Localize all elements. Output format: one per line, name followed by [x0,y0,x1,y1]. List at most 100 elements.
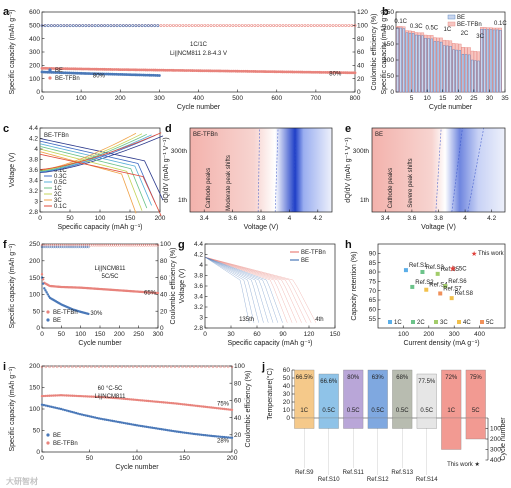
panel-i-be-point [99,417,103,421]
panel-a-ce-tfbn-point [262,24,266,27]
panel-a-be-point [109,72,112,76]
panel-letter-g: g [178,239,185,251]
panel-i-tfbn-point [141,399,144,402]
panel-a-ce-be-point [93,24,97,28]
panel-c-legend-label: 3C [54,198,62,204]
panel-a-be-point [156,74,159,77]
panel-g-discharge-curve [204,256,259,323]
panel-a-y2-axis-label: Coulombic efficiency (%) [371,14,378,91]
panel-a-tfbn-point [140,68,144,72]
panel-b-be-bar [464,54,468,93]
panel-a-tfbn-point [154,68,157,72]
panel-i-ce-tfbn-point [120,365,124,369]
panel-a-tfbn-point [64,67,67,71]
panel-f-legend-tfbn-label: BE-TFBn [53,310,78,316]
panel-j-ytick-label: 0 [286,415,290,422]
panel-a-ytick-label: 400 [29,36,40,43]
panel-j-retention-label: 68% [396,375,409,381]
panel-a-be-point [54,71,58,74]
panel-i-tfbn-point [92,395,95,398]
panel-a-plot: 0 100 200 300 400 500 600 700 800010020030040050… [9,9,378,111]
panel-i-xtick-label: 50 [86,455,94,462]
panel-f-xtick-label: 200 [114,331,125,338]
panel-a-ce-tfbn-point [206,24,210,27]
panel-f-be-point [87,312,90,316]
panel-a-ce-be-point [53,24,56,28]
panel-i-tfbn-point [133,398,137,401]
panel-a-tfbn-point [132,68,136,72]
panel-a-tfbn-point [52,67,56,70]
panel-a-tfbn-point [165,68,169,72]
panel-g-discharge-curve [204,256,302,323]
panel-a-tfbn-point [122,68,126,72]
panel-i-be-point [152,426,156,430]
panel-letter-b: b [382,6,389,18]
panel-a-ce-tfbn-point [272,24,276,27]
panel-i-be-point [230,436,234,440]
panel-e-peak-trace [435,127,442,213]
panel-a-tfbn-point [148,68,151,72]
panel-a-be-point [71,71,75,75]
panel-i-y2tick-label: 0 [234,449,238,456]
panel-i-xtick-label: 100 [132,455,143,462]
panel-a-be-point [122,73,126,76]
panel-b-be-bar [440,41,443,93]
panel-a-ce-tfbn-point [225,24,229,27]
panel-a-ce-tfbn-point [306,24,310,27]
panel-g-xtick-label: 120 [304,331,315,338]
panel-h-xtick-label: 200 [423,331,434,338]
panel-i-tfbn-point [95,395,99,399]
panel-b-be-bar [477,60,480,93]
panel-i-y2tick-label: 100 [234,363,245,370]
panel-i-legend-tfbn-label: BE-TFBn [53,441,78,447]
panel-i-tfbn-point [217,407,220,410]
panel-g-discharge-curve [204,256,279,323]
panel-a-xtick-label: 200 [115,95,126,102]
panel-e-plot: 3.4 3.6 3.8 4 4.2 1th 300th Voltage (V) dQ/dV (m… [345,127,506,231]
panel-d: d 3.4 3.6 3.8 4 4.2 1th 300th Voltage (V) dQ/dV … [163,123,333,231]
panel-b-ytick-label: 250 [383,9,394,16]
panel-c-xtick-label: 50 [66,215,74,222]
panel-g-xtick-label: 0 [203,331,207,338]
panel-a-xtick-label: 400 [193,95,204,102]
panel-a-xtick-label: 300 [154,95,165,102]
panel-f-y2tick-label: 80 [160,258,168,265]
panel-i-xtick-label: 0 [40,455,44,462]
panel-i-be-point [223,435,226,439]
panel-a-tfbn-point [58,67,62,70]
panel-a-tfbn-point [97,67,101,71]
panel-a-tfbn-point [263,70,267,73]
panel-f-be-series [40,276,90,316]
panel-i-ce-tfbn-point [55,365,59,369]
panel-a-tfbn-point [199,69,202,73]
panel-i-be-point [95,416,99,420]
panel-i-be-point [215,435,218,438]
panel-a-be-point [124,73,128,76]
panel-c-x-axis-label: Specific capacity (mAh g⁻¹) [58,224,143,231]
panel-h-this-work-star: ★ [449,263,457,273]
panel-i-y2tick-label: 60 [234,398,242,405]
panel-h-frame [377,243,506,329]
panel-a-ce-tfbn-point [162,24,166,27]
panel-i-tfbn-point [160,401,163,404]
panel-a-be-point [154,73,157,77]
panel-i-be-point [151,426,154,429]
panel-i-tfbn-point [71,394,74,397]
panel-a-be-series [40,70,161,77]
panel-h-ytick-label: 90 [369,251,377,258]
panel-a-ce-be-point [78,24,81,28]
panel-a-be-point [69,71,73,75]
panel-a-ce-be-point [75,24,78,28]
panel-g-ytick-label: 4 [199,262,203,269]
panel-a-be-point [87,72,91,75]
panel-i-tfbn-point [128,398,131,401]
panel-a-tfbn-point [247,69,251,73]
panel-a-be-point [111,72,114,76]
panel-i-tfbn-point [149,399,152,403]
panel-a-tfbn-point [66,67,69,71]
panel-g-discharge-curve [204,256,255,323]
panel-a-ce-be-point [125,24,128,28]
panel-b-xtick-label: 25 [470,95,478,102]
panel-h-point-label: Ref.S1 [409,263,428,269]
panel-i-tfbn-point [105,396,108,399]
